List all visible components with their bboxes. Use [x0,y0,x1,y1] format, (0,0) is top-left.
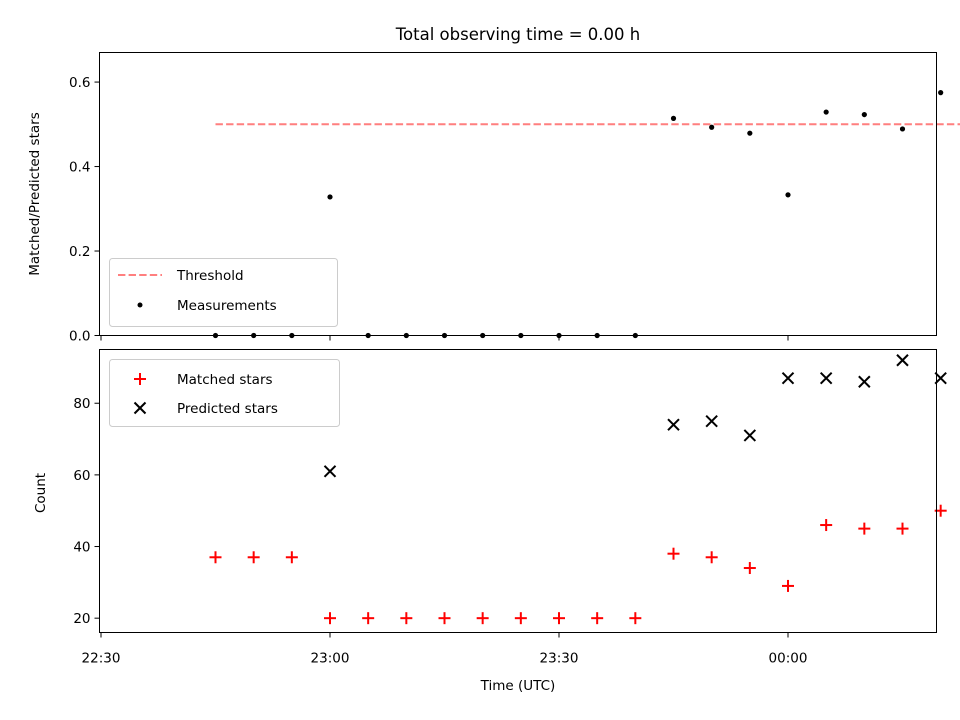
top-y-tick-label: 0.0 [69,329,90,345]
matched-star-marker [629,612,642,625]
matched-star-marker [820,519,833,532]
bottom-y-ticks: 20 40 60 80 [73,396,100,627]
x-tick-label: 23:30 [540,651,579,667]
legend-predicted-label: Predicted stars [177,401,278,417]
legend-matched-label: Matched stars [177,372,273,388]
predicted-star-marker [743,429,757,442]
matched-star-marker [514,612,527,625]
matched-star-marker [476,612,489,625]
bottom-axes-frame [99,349,937,633]
x-tick-label: 00:00 [769,651,808,667]
top-y-axis-label: Matched/Predicted stars [27,112,43,275]
bottom-legend-box [109,359,340,427]
matched-star-marker [858,522,871,535]
matched-star-marker [362,612,375,625]
top-y-tick-label: 0.6 [69,75,90,91]
x-tick-label: 23:00 [311,651,350,667]
legend-measurements-label: Measurements [177,298,277,314]
predicted-star-marker [667,418,680,431]
matched-star-marker [438,612,451,625]
measurement-point [709,124,715,130]
measurement-point [670,115,677,121]
matched-star-marker [896,522,909,535]
matched-star-marker [743,562,756,575]
matched-star-marker [591,612,604,625]
measurement-point [938,90,944,96]
measurement-point [747,130,753,136]
bottom-y-axis-label: Count [33,473,49,513]
predicted-star-marker [705,414,718,428]
bottom-y-tick-label: 60 [73,468,90,484]
top-y-tick-label: 0.2 [69,244,90,260]
x-axis-label: Time (UTC) [480,678,556,694]
bottom-y-tick-label: 20 [73,611,90,627]
matched-star-marker [705,551,718,564]
bottom-y-tick-label: 80 [73,396,90,412]
x-tick-label: 22:30 [82,651,121,667]
matched-star-marker [782,579,794,592]
chart-title: Total observing time = 0.00 h [395,25,640,44]
legend-matched-swatch [134,373,146,385]
legend-threshold-label: Threshold [176,268,244,284]
matched-star-marker [400,612,413,625]
top-x-ticks [100,335,789,341]
top-axes-frame [99,52,937,336]
legend-predicted-swatch [133,401,147,415]
predicted-star-marker [819,371,833,385]
matched-star-marker [324,612,336,625]
measurement-point [899,126,906,132]
matched-star-marker [553,612,565,625]
matched-star-marker [285,551,298,564]
matched-star-marker [667,547,680,560]
matched-star-marker [209,551,222,564]
bottom-legend: Matched stars Predicted stars [109,359,340,427]
predicted-stars-points [323,354,947,478]
top-legend: Threshold Measurements [109,258,338,327]
measurement-point [785,192,791,198]
measurement-point [823,109,829,115]
predicted-star-marker [858,375,871,388]
top-y-ticks: 0.0 0.2 0.4 0.6 [69,75,100,345]
legend-measurements-swatch [137,302,143,308]
measurement-point [327,194,333,200]
predicted-star-marker [323,465,337,478]
predicted-star-marker [781,371,795,385]
bottom-y-tick-label: 40 [73,540,90,556]
top-panel: 0.0 0.2 0.4 0.6 Matched/Predicted stars Thr… [27,52,960,345]
measurement-point [861,111,867,118]
predicted-star-marker [896,354,909,367]
top-y-tick-label: 0.4 [69,160,90,176]
matched-stars-points [209,504,947,625]
matched-star-marker [247,551,260,564]
top-legend-box [109,258,338,327]
